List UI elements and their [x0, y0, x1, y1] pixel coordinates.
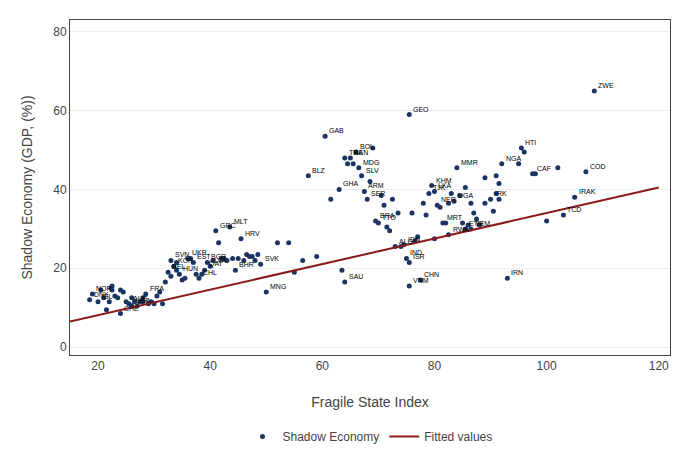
svg-text:IRN: IRN	[511, 269, 523, 276]
svg-text:SVN: SVN	[175, 251, 189, 258]
svg-text:TTO: TTO	[382, 214, 396, 221]
svg-text:60: 60	[53, 104, 67, 118]
svg-text:COD: COD	[590, 163, 606, 170]
svg-text:BRA: BRA	[380, 212, 395, 219]
svg-text:IRAK: IRAK	[579, 188, 596, 195]
svg-text:80: 80	[428, 359, 442, 373]
svg-text:80: 80	[53, 25, 67, 39]
svg-text:USA: USA	[136, 297, 151, 304]
svg-text:20: 20	[53, 261, 67, 275]
svg-text:CHN: CHN	[424, 271, 439, 278]
svg-text:NER: NER	[441, 196, 456, 203]
svg-text:SLV: SLV	[366, 167, 379, 174]
svg-text:GHA: GHA	[343, 180, 359, 187]
svg-text:100: 100	[537, 359, 557, 373]
svg-text:IND: IND	[410, 249, 422, 256]
svg-text:FRA: FRA	[150, 285, 164, 292]
svg-text:THA: THA	[349, 149, 363, 156]
svg-text:MDG: MDG	[363, 159, 379, 166]
svg-text:MMR: MMR	[461, 159, 478, 166]
svg-text:20: 20	[91, 359, 105, 373]
svg-text:EST: EST	[197, 253, 211, 260]
svg-text:AUS: AUS	[133, 295, 148, 302]
svg-text:ISR: ISR	[413, 253, 425, 260]
svg-text:GAB: GAB	[329, 127, 344, 134]
svg-text:Fragile State Index: Fragile State Index	[311, 394, 429, 410]
svg-text:UGA: UGA	[458, 192, 474, 199]
svg-text:VNM: VNM	[413, 277, 429, 284]
svg-text:BGR: BGR	[211, 253, 226, 260]
svg-text:HUN: HUN	[183, 265, 198, 272]
svg-text:ALG: ALG	[399, 238, 413, 245]
svg-text:SVK: SVK	[265, 255, 279, 262]
svg-text:BOL: BOL	[360, 143, 374, 150]
svg-text:LVA: LVA	[214, 257, 227, 264]
svg-text:60: 60	[316, 359, 330, 373]
svg-text:SER: SER	[371, 190, 385, 197]
svg-text:ARM: ARM	[368, 182, 384, 189]
svg-text:DNK: DNK	[94, 291, 109, 298]
svg-text:Fitted values: Fitted values	[424, 430, 492, 444]
svg-text:BHR: BHR	[239, 261, 254, 268]
svg-text:CHL: CHL	[203, 269, 217, 276]
svg-text:BEN: BEN	[354, 149, 368, 156]
svg-text:0: 0	[60, 340, 67, 354]
svg-text:BLZ: BLZ	[312, 167, 326, 174]
svg-text:NOR: NOR	[96, 285, 112, 292]
svg-text:KOR: KOR	[178, 257, 193, 264]
svg-text:NGA: NGA	[506, 155, 522, 162]
svg-text:RWA: RWA	[453, 226, 469, 233]
svg-text:QAT: QAT	[209, 260, 224, 268]
svg-text:LKA: LKA	[438, 182, 452, 189]
svg-text:IRK: IRK	[495, 190, 507, 197]
svg-text:ZWE: ZWE	[598, 82, 614, 89]
svg-text:CAF: CAF	[537, 165, 551, 172]
svg-text:SAU: SAU	[349, 273, 363, 280]
svg-text:TCD: TCD	[567, 206, 581, 213]
svg-text:Shadow Economy (GDP, (%)): Shadow Economy (GDP, (%))	[19, 95, 35, 279]
svg-text:MLT: MLT	[234, 218, 248, 225]
svg-text:UKR: UKR	[192, 249, 207, 256]
svg-text:40: 40	[53, 183, 67, 197]
svg-text:IDN: IDN	[408, 236, 420, 243]
svg-text:TJK: TJK	[433, 184, 446, 191]
svg-text:HTI: HTI	[525, 139, 536, 146]
svg-text:MNG: MNG	[270, 283, 286, 290]
svg-text:ISL: ISL	[102, 293, 113, 300]
svg-text:MRT: MRT	[447, 214, 463, 221]
svg-text:YEM: YEM	[475, 220, 490, 227]
svg-text:CHE: CHE	[124, 305, 139, 312]
svg-text:120: 120	[649, 359, 669, 373]
svg-text:KHM: KHM	[436, 177, 452, 184]
svg-text:BEL: BEL	[172, 263, 185, 270]
svg-text:GRC: GRC	[220, 222, 236, 229]
svg-text:HRV: HRV	[245, 230, 260, 237]
svg-text:ETH: ETH	[469, 220, 483, 227]
svg-text:Shadow Economy: Shadow Economy	[283, 430, 380, 444]
svg-text:GEO: GEO	[413, 106, 429, 113]
svg-text:40: 40	[204, 359, 218, 373]
